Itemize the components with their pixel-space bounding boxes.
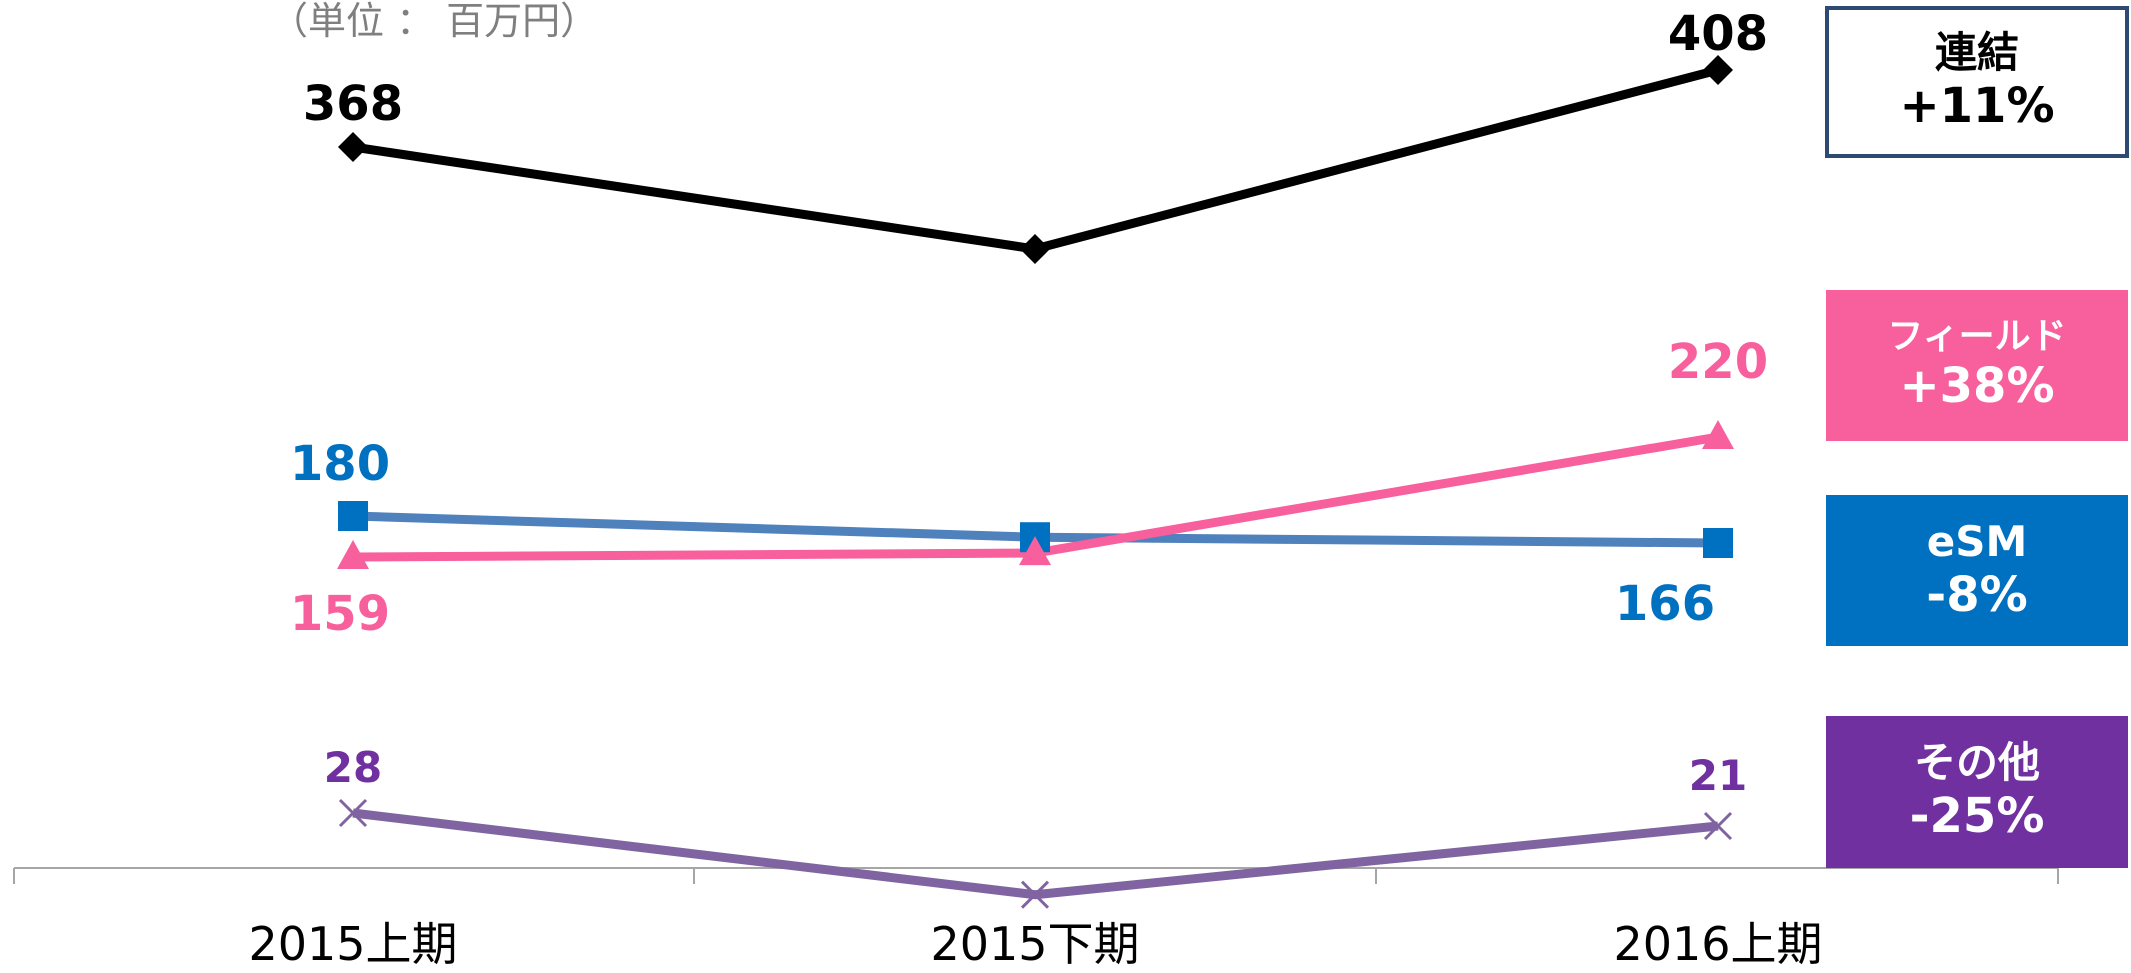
summary-box-field: フィールド +38% [1826,290,2128,441]
x-tick-label: 2015上期 [248,917,457,971]
summary-pct-field: +38% [1899,358,2055,415]
data-label-other: 21 [1689,751,1747,800]
summary-box-esm: eSM -8% [1826,495,2128,646]
marker-esm [338,501,368,531]
summary-name-field: フィールド [1887,316,2067,358]
data-label-renketsu: 408 [1668,6,1768,62]
summary-box-other: その他 -25% [1826,716,2128,868]
data-labels: 368 408 180 166 159 220 28 21 [290,6,1768,800]
data-label-esm: 180 [290,436,390,492]
unit-label: （単位 ： 百万円） [270,0,598,43]
marker-renketsu [1020,234,1050,265]
data-label-field: 220 [1668,334,1768,390]
x-axis: 2015上期 2015下期 2016上期 [13,867,2059,971]
marker-renketsu [338,132,368,162]
summary-name-other: その他 [1913,738,2040,787]
summary-pct-other: -25% [1909,788,2045,845]
marker-field [1702,420,1734,449]
data-label-renketsu: 368 [303,76,403,132]
marker-field [337,540,369,569]
x-tick-label: 2015下期 [930,917,1139,971]
data-label-field: 159 [290,586,390,642]
summary-box-renketsu: 連結 +11% [1825,6,2129,158]
marker-other [338,798,368,828]
summary-name-esm: eSM [1926,516,2028,566]
series-line-renketsu [352,65,1720,254]
marker-other [1020,880,1050,909]
series-line-other [352,808,1719,900]
series-markers [337,55,1734,909]
data-label-other: 28 [324,743,382,792]
summary-pct-renketsu: +11% [1899,78,2055,135]
marker-renketsu [1703,55,1733,85]
summary-pct-esm: -8% [1926,566,2028,623]
summary-name-renketsu: 連結 [1934,28,2019,77]
series-lines [352,65,1720,900]
marker-esm [1703,528,1733,558]
marker-field [1019,536,1051,566]
data-label-esm: 166 [1615,576,1715,632]
x-tick-label: 2016上期 [1613,917,1822,971]
marker-other [1703,811,1733,841]
